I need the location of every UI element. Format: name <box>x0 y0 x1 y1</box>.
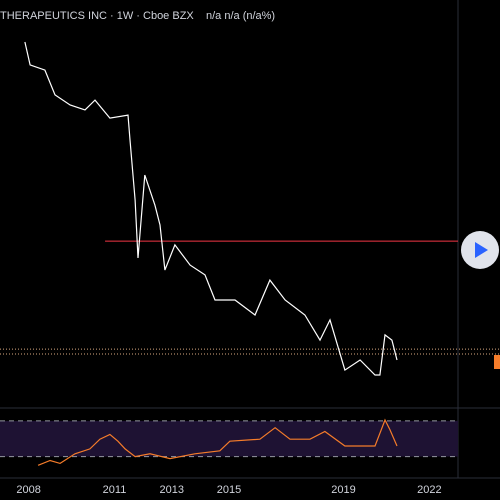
chart-title: THERAPEUTICS INC · 1W · Cboe BZX <box>0 10 194 22</box>
play-button[interactable] <box>461 231 499 269</box>
band-fill <box>0 420 458 457</box>
play-icon[interactable] <box>475 242 488 258</box>
x-tick-label: 2019 <box>331 484 355 496</box>
x-tick-label: 2011 <box>103 484 127 496</box>
price-tag <box>494 355 500 369</box>
chart-subtitle: n/a n/a (n/a%) <box>206 10 275 22</box>
x-tick-label: 2013 <box>160 484 184 496</box>
price-line <box>37 418 398 466</box>
x-tick-label: 2022 <box>417 484 441 496</box>
price-line <box>24 41 398 376</box>
x-tick-label: 2015 <box>217 484 241 496</box>
x-tick-label: 2008 <box>16 484 40 496</box>
